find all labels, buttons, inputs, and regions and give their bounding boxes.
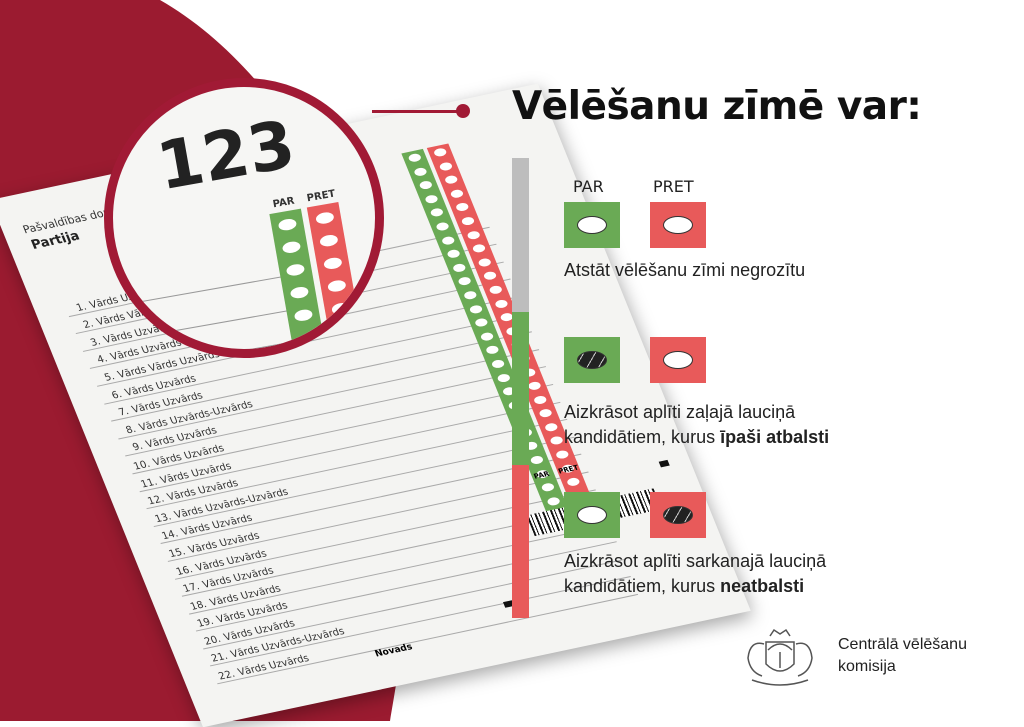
- option-oppose: Aizkrāsot aplīti sarkanajā lauciņā kandi…: [564, 551, 827, 596]
- vote-circle: [532, 394, 548, 405]
- empty-circle-icon: [663, 351, 693, 369]
- vote-circle: [462, 290, 478, 301]
- pret-label: PRET: [653, 177, 694, 196]
- vote-circle: [566, 477, 581, 488]
- connector-line: [372, 110, 462, 113]
- vote-circle: [493, 298, 509, 309]
- red-bar-segment: [512, 465, 529, 618]
- vote-circle: [490, 358, 506, 369]
- magnified-par-label: PAR: [271, 195, 296, 211]
- vote-circle: [438, 161, 454, 172]
- green-bar-segment: [512, 312, 529, 465]
- vote-circle: [451, 262, 467, 273]
- info-title: Vēlēšanu zīmē var:: [512, 84, 922, 129]
- vote-circle: [418, 180, 434, 191]
- coat-of-arms-icon: [747, 628, 813, 686]
- vote-circle: [440, 235, 456, 246]
- empty-circle-icon: [577, 506, 607, 524]
- vote-circle: [529, 455, 545, 466]
- registration-mark: [658, 459, 670, 468]
- vote-circle: [479, 331, 495, 342]
- vote-circle: [412, 166, 428, 177]
- vote-circle: [435, 221, 450, 232]
- connector-dot: [456, 104, 470, 118]
- pret-box-empty: [650, 202, 706, 248]
- magnifier-circle: 123 PAR PRET: [104, 78, 384, 358]
- vote-circle: [443, 174, 459, 185]
- vote-circle: [482, 270, 498, 282]
- par-box-filled: [564, 337, 620, 383]
- option-support: Aizkrāsot aplīti zaļajā lauciņā kandidāt…: [564, 402, 830, 447]
- vote-circle: [496, 372, 511, 383]
- vote-circle: [540, 482, 556, 493]
- vote-circle: [474, 317, 489, 328]
- filled-circle-icon: [577, 351, 607, 369]
- par-box-empty: [564, 492, 620, 538]
- vote-circle: [457, 276, 473, 287]
- candidate-number: 22.: [216, 668, 237, 683]
- vote-circle: [471, 243, 487, 254]
- vote-circle: [466, 229, 481, 240]
- vote-circle: [485, 345, 500, 356]
- par-box-empty: [564, 202, 620, 248]
- organization-name: Centrālā vēlēšanu komisija: [838, 636, 967, 675]
- filled-circle-icon: [663, 506, 693, 524]
- pret-box-filled: [650, 492, 706, 538]
- vote-circle: [424, 193, 439, 204]
- vote-circle: [549, 435, 565, 446]
- vote-circle: [449, 188, 465, 199]
- empty-circle-icon: [663, 216, 693, 234]
- vote-circle: [488, 284, 504, 295]
- vote-circle: [460, 216, 476, 227]
- pret-box-empty: [650, 337, 706, 383]
- vote-circle: [554, 449, 570, 460]
- vote-circle: [538, 408, 554, 419]
- vote-circle: [546, 496, 561, 507]
- empty-circle-icon: [577, 216, 607, 234]
- vote-circle: [527, 380, 542, 391]
- option-unchanged: Atstāt vēlēšanu zīmi negrozītu: [564, 260, 806, 280]
- vote-circle: [446, 248, 462, 259]
- magnified-pret-label: PRET: [305, 188, 337, 205]
- par-label: PAR: [573, 177, 604, 196]
- vote-circle: [468, 303, 484, 314]
- vote-circle: [429, 207, 445, 218]
- magnified-number: 123: [151, 105, 301, 206]
- gray-bar-segment: [512, 158, 529, 312]
- vote-circle: [543, 422, 559, 433]
- vote-circle: [432, 147, 448, 158]
- vote-circle: [455, 202, 470, 213]
- vote-circle: [407, 152, 423, 163]
- vote-circle: [477, 257, 493, 268]
